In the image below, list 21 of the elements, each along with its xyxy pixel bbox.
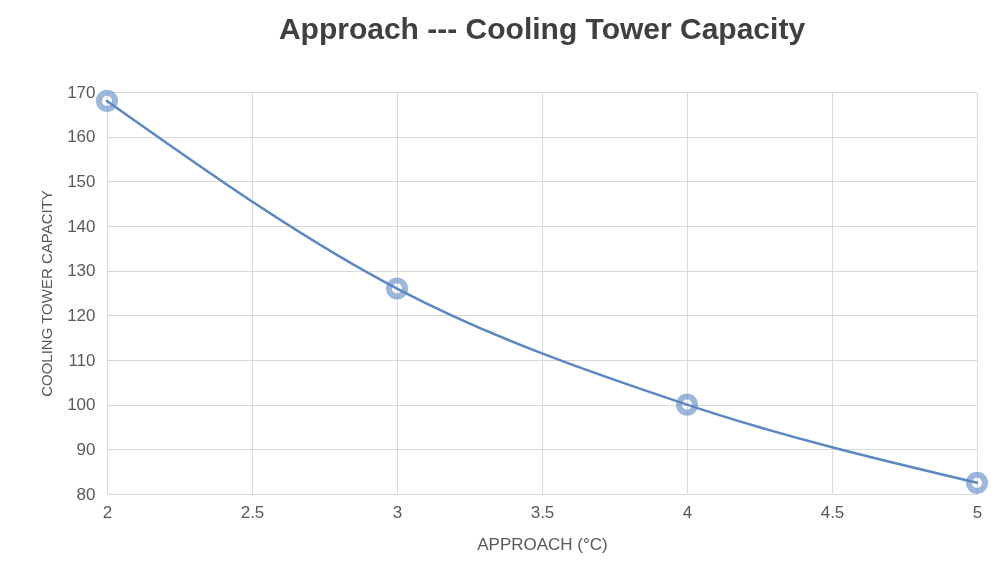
y-tick-label: 80 <box>76 484 96 504</box>
point <box>385 277 409 300</box>
y-tick-label: 150 <box>67 171 96 191</box>
y-tick-label: 130 <box>67 261 96 281</box>
y-tick-label: 90 <box>76 439 96 459</box>
x-tick-label: 3 <box>392 502 403 522</box>
x-tick-label: 4 <box>682 502 693 522</box>
y-tick-label: 170 <box>67 82 96 102</box>
y-tick-label: 160 <box>67 127 96 147</box>
y-tick-label: 100 <box>67 395 96 415</box>
x-tick-label: 3.5 <box>530 502 555 522</box>
x-tick-label: 2.5 <box>240 502 265 522</box>
x-axis-title: APPROACH (°C) <box>477 534 608 554</box>
x-tick-label: 5 <box>972 502 983 522</box>
chart-title: Approach --- Cooling Tower Capacity <box>278 11 806 45</box>
y-tick-label: 140 <box>67 216 96 236</box>
y-tick-label: 110 <box>68 350 96 370</box>
y-axis-title: COOLING TOWER CAPACITY <box>38 190 56 397</box>
y-tick-label: 120 <box>67 305 96 325</box>
x-tick-label: 4.5 <box>820 502 845 522</box>
x-tick-label: 2 <box>102 502 113 522</box>
